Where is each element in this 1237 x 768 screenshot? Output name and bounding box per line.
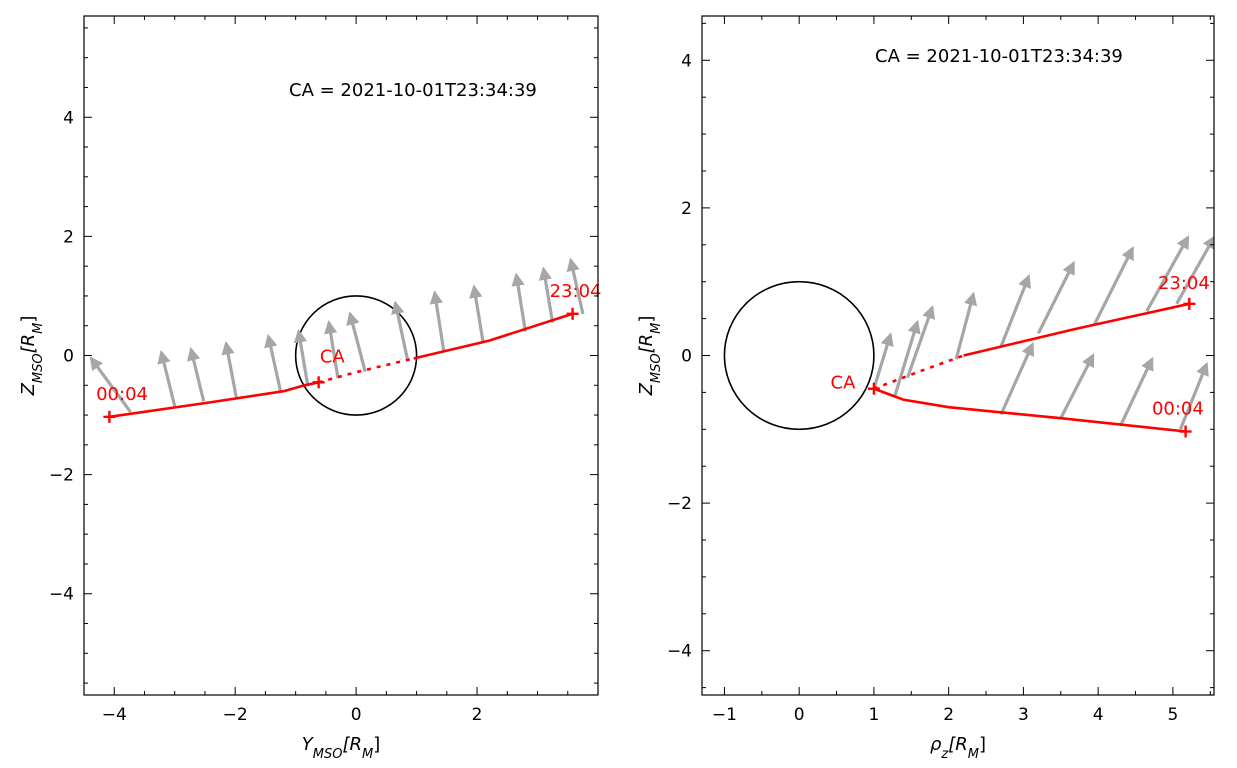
y-tick-label: −4 <box>667 642 692 662</box>
field-arrow-10 <box>1059 353 1095 419</box>
y-axis-label-ylabel_sub: MSO <box>31 353 46 383</box>
plot-area <box>89 257 585 419</box>
field-arrow-3 <box>954 291 978 360</box>
y-axis-label: ZMSO[RM] <box>636 316 664 397</box>
y-axis-label-ylabel_close: ] <box>636 316 657 323</box>
y-axis-label: ZMSO[RM] <box>18 316 46 397</box>
marker-label-1: 23:04 <box>1158 273 1210 294</box>
trajectory-dotted-1 <box>318 357 414 384</box>
marker-label-0: CA <box>831 373 857 394</box>
annotation-text: CA = 2021-10-01T23:34:39 <box>875 46 1123 67</box>
x-axis-label-xlabel_unit_sub: M <box>362 747 373 762</box>
trajectory-solid-0 <box>109 381 319 419</box>
planet-circle <box>723 280 875 431</box>
x-axis-label-xlabel_sub: z <box>940 747 949 762</box>
y-axis-label-ylabel_main: Z <box>18 382 39 396</box>
field-arrow-0 <box>89 356 132 414</box>
x-axis-label-xlabel_close: ] <box>979 734 986 755</box>
y-tick-label: 2 <box>63 227 74 247</box>
field-arrow-10 <box>469 284 485 343</box>
field-arrow-6 <box>324 320 340 379</box>
trajectory-dotted-0 <box>873 354 965 390</box>
field-arrow-1 <box>893 319 921 397</box>
field-arrow-11 <box>511 272 528 332</box>
x-tick-label: 5 <box>1167 705 1178 725</box>
x-tick-label: 2 <box>472 705 483 725</box>
x-axis-label-xlabel_unit: [R <box>342 734 362 755</box>
marker-label-0: 00:04 <box>96 384 148 405</box>
y-tick-label: −2 <box>667 494 692 514</box>
planet-circle <box>294 295 418 416</box>
field-arrow-9 <box>999 341 1035 416</box>
y-axis-label-ylabel_unit: [R <box>636 334 657 354</box>
y-axis-label-ylabel_unit: [R <box>18 334 39 354</box>
field-arrow-6 <box>1092 246 1134 326</box>
marker-label-2: 00:04 <box>1152 399 1204 420</box>
x-tick-label: −2 <box>223 705 248 725</box>
x-axis-label: YMSO[RM] <box>302 734 380 762</box>
field-arrow-8 <box>1175 235 1214 305</box>
field-arrow-4 <box>999 274 1031 348</box>
x-tick-label: 4 <box>1093 705 1104 725</box>
field-arrow-2 <box>906 304 935 379</box>
field-arrow-7 <box>346 311 367 372</box>
y-tick-label: 0 <box>681 347 692 367</box>
field-arrow-13 <box>566 257 585 315</box>
x-axis-label-xlabel_sub: MSO <box>313 747 343 762</box>
y-axis-label-ylabel_unit_sub: M <box>649 323 664 334</box>
field-arrow-12 <box>1178 361 1209 430</box>
field-arrow-8 <box>391 300 410 361</box>
x-tick-label: −4 <box>102 705 127 725</box>
y-tick-label: −2 <box>49 466 74 486</box>
marker-label-2: 23:04 <box>550 281 602 302</box>
trajectory-solid-2 <box>873 387 1186 433</box>
y-tick-label: 4 <box>681 51 692 71</box>
x-tick-label: 0 <box>794 705 805 725</box>
annotation-text: CA = 2021-10-01T23:34:39 <box>289 80 537 101</box>
field-arrow-7 <box>1145 235 1190 312</box>
field-arrow-3 <box>221 340 238 399</box>
x-axis-label-xlabel_unit: [R <box>948 734 968 755</box>
field-arrow-2 <box>187 346 206 402</box>
y-axis-label-ylabel_close: ] <box>18 316 39 323</box>
field-arrow-1 <box>157 349 177 407</box>
panel-2: CA 23:04 00:04 −1 0 1 2 3 4 5 −4 −2 0 2 4 CA = 2021-10-… <box>636 15 1215 762</box>
x-tick-label: −1 <box>712 705 737 725</box>
x-tick-label: 3 <box>1018 705 1029 725</box>
trajectory-solid-1 <box>963 302 1190 357</box>
field-arrow-9 <box>429 290 446 352</box>
y-axis-label-ylabel_unit_sub: M <box>31 323 46 334</box>
x-axis-label: ρz[RM] <box>930 734 986 762</box>
plot-area <box>723 235 1214 433</box>
x-axis-label-xlabel_main: Y <box>302 734 315 755</box>
field-arrow-5 <box>293 329 310 386</box>
x-tick-label: 0 <box>351 705 362 725</box>
x-tick-label: 1 <box>868 705 879 725</box>
y-tick-label: 2 <box>681 199 692 219</box>
marker-label-1: CA <box>320 347 346 368</box>
x-tick-label: 2 <box>943 705 954 725</box>
field-arrow-0 <box>872 332 894 390</box>
panel-1: 00:04 CA 23:04 −4 −2 0 2 −4 −2 0 2 4 CA = 2021-10-01… <box>18 15 602 762</box>
trajectory-solid-2 <box>413 312 573 360</box>
field-arrow-11 <box>1119 356 1154 427</box>
y-axis-label-ylabel_main: Z <box>636 382 657 396</box>
y-axis-label-ylabel_sub: MSO <box>649 353 664 383</box>
y-tick-label: 0 <box>63 347 74 367</box>
y-tick-label: −4 <box>49 585 74 605</box>
x-axis-label-xlabel_main: ρ <box>930 734 942 755</box>
y-tick-label: 4 <box>63 108 74 128</box>
field-arrow-5 <box>1036 260 1075 335</box>
x-axis-label-xlabel_close: ] <box>373 734 380 755</box>
field-arrow-12 <box>538 266 555 324</box>
field-arrow-4 <box>264 333 283 392</box>
x-axis-label-xlabel_unit_sub: M <box>968 747 979 762</box>
